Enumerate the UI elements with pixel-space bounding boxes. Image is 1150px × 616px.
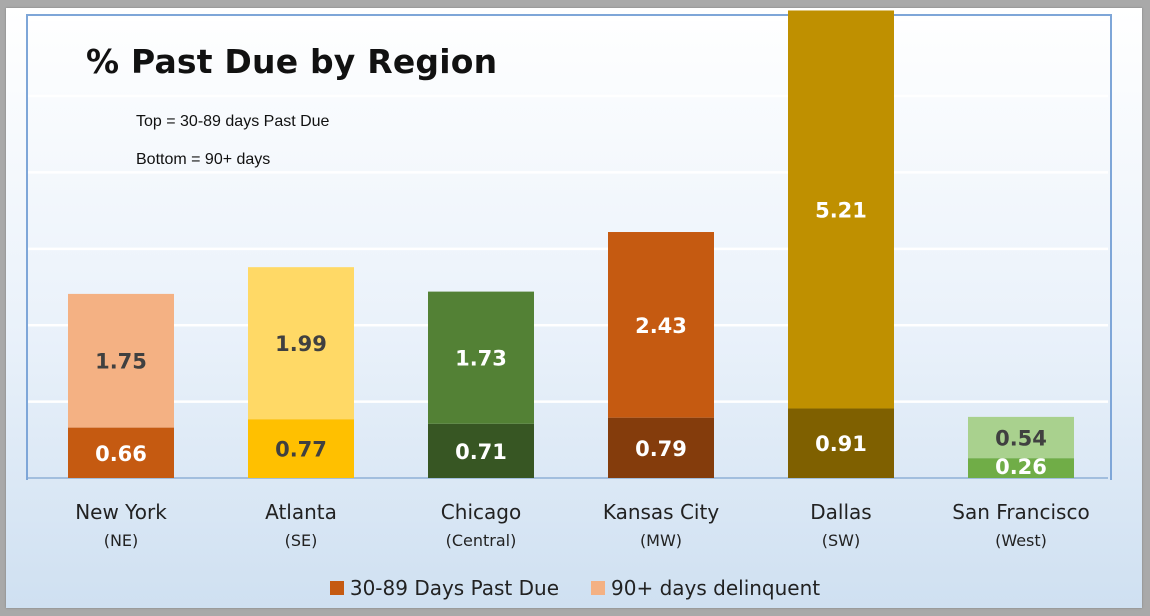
gridlines xyxy=(28,18,1108,479)
bar-segment-90-plus xyxy=(428,423,534,478)
data-label-bottom: 0.66 xyxy=(95,442,147,466)
category-name: Kansas City xyxy=(602,500,720,524)
legend-label: 90+ days delinquent xyxy=(611,576,821,600)
data-label-bottom: 0.79 xyxy=(635,437,687,461)
category-region: (West) xyxy=(995,531,1047,550)
data-label-top: 0.54 xyxy=(995,427,1047,451)
category-label: San Francisco (West) xyxy=(936,500,1106,552)
bar-segment-90-plus xyxy=(68,427,174,478)
category-name: Atlanta xyxy=(265,500,337,524)
bar-segment-30-89 xyxy=(608,232,714,418)
data-label-bottom: 0.71 xyxy=(455,440,507,464)
category-region: (NE) xyxy=(103,531,139,550)
data-label-top: 1.75 xyxy=(95,350,147,374)
category-name: Dallas xyxy=(810,500,872,524)
category-region: (SE) xyxy=(284,531,318,550)
category-label: New York (NE) xyxy=(36,500,206,552)
data-labels: 1.75 0.66 1.99 0.77 1.73 0.71 2.43 0.79 5.21 0.91… xyxy=(95,198,1047,479)
bar-segment-30-89 xyxy=(428,291,534,424)
data-label-top: 1.73 xyxy=(455,347,507,371)
category-name: Chicago xyxy=(440,500,522,524)
legend-swatch-icon xyxy=(591,581,606,595)
category-label: Dallas (SW) xyxy=(756,500,926,552)
plot-area-border xyxy=(26,14,1112,480)
note-bottom: Bottom = 90+ days xyxy=(136,151,271,168)
data-label-bottom: 0.91 xyxy=(815,432,867,456)
bar-segment-30-89 xyxy=(248,267,354,420)
category-label: Chicago (Central) xyxy=(396,500,566,552)
data-label-top: 2.43 xyxy=(635,314,687,338)
category-name: San Francisco xyxy=(952,500,1090,524)
bar-series xyxy=(68,10,1074,478)
legend: 30-89 Days Past Due 90+ days delinquent xyxy=(0,576,1150,600)
category-label: Atlanta (SE) xyxy=(216,500,386,552)
bar-segment-30-89 xyxy=(788,10,894,409)
note-top: Top = 30-89 days Past Due xyxy=(136,113,330,130)
category-region: (SW) xyxy=(821,531,861,550)
category-label: Kansas City (MW) xyxy=(576,500,746,552)
category-name: New York xyxy=(75,500,167,524)
bar-segment-30-89 xyxy=(68,293,174,428)
category-region: (MW) xyxy=(639,531,683,550)
chart-title: % Past Due by Region xyxy=(86,42,498,81)
legend-item: 30-89 Days Past Due xyxy=(329,576,560,600)
data-label-top: 5.21 xyxy=(815,198,867,222)
bar-segment-90-plus xyxy=(248,419,354,478)
legend-label: 30-89 Days Past Due xyxy=(349,576,560,600)
data-label-bottom: 0.77 xyxy=(275,438,327,462)
category-region: (Central) xyxy=(445,531,517,550)
bar-segment-90-plus xyxy=(968,458,1074,478)
chart-card xyxy=(6,8,1142,608)
legend-item: 90+ days delinquent xyxy=(591,576,820,600)
data-label-bottom: 0.26 xyxy=(995,455,1047,479)
bar-segment-30-89 xyxy=(968,416,1074,459)
bar-segment-90-plus xyxy=(788,408,894,478)
data-label-top: 1.99 xyxy=(275,332,327,356)
legend-swatch-icon xyxy=(329,581,344,595)
bar-segment-90-plus xyxy=(608,417,714,478)
